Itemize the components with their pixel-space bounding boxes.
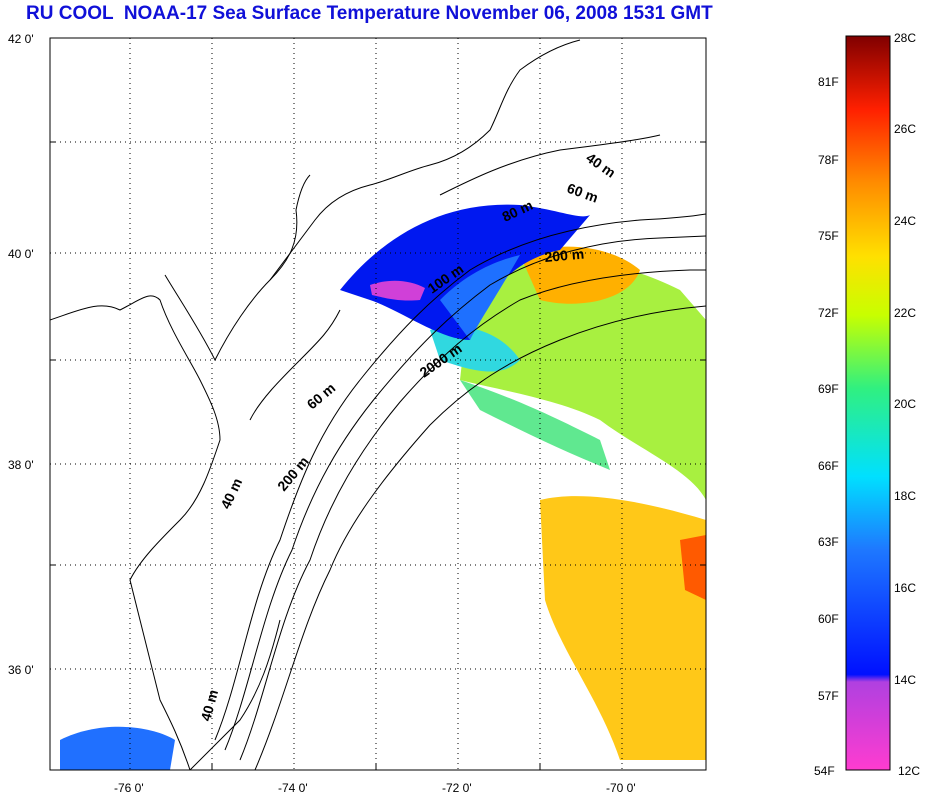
cb-c-22: 22C [894, 306, 916, 320]
cb-f-60: 60F [818, 612, 839, 626]
sst-pamlico [60, 726, 175, 770]
cb-c-24: 24C [894, 214, 916, 228]
frame-ticks [50, 141, 706, 770]
cb-f-69: 69F [818, 382, 839, 396]
map-frame [49, 37, 707, 771]
lon-label-74: -74 0' [278, 781, 308, 795]
lat-label-36: 36 0' [8, 663, 34, 677]
cb-f-63: 63F [818, 535, 839, 549]
cb-c-28: 28C [894, 31, 916, 45]
cb-c-16: 16C [894, 581, 916, 595]
sst-field [60, 204, 706, 770]
lat-label-40: 40 0' [8, 247, 34, 261]
lon-label-70: -70 0' [606, 781, 636, 795]
sst-orange-south [540, 496, 706, 760]
cb-f-81: 81F [818, 75, 839, 89]
cb-f-72: 72F [818, 306, 839, 320]
sst-red-patch [680, 535, 706, 600]
sst-warm-offshore [460, 260, 706, 500]
sst-cold-shelf [340, 204, 590, 340]
contour-label-200m-south: 200 m [274, 453, 312, 494]
cb-f-57: 57F [818, 689, 839, 703]
bathymetry-contours [214, 213, 706, 770]
cb-c-12: 12C [898, 764, 920, 778]
cb-f-75: 75F [818, 229, 839, 243]
graticule [50, 38, 706, 770]
sst-magenta-nearshore [370, 280, 425, 301]
coastline [50, 39, 661, 770]
cb-c-20: 20C [894, 397, 916, 411]
contour-label-60m-south: 60 m [304, 380, 339, 413]
lat-label-38: 38 0' [8, 458, 34, 472]
colorbar: 81F 78F 75F 72F 69F 66F 63F 60F 57F 54F … [814, 31, 920, 778]
lon-label-76: -76 0' [114, 781, 144, 795]
cb-c-18: 18C [894, 489, 916, 503]
cb-c-14: 14C [894, 673, 916, 687]
map-title: RU COOL NOAA-17 Sea Surface Temperature … [26, 3, 713, 24]
contour-label-40m-south: 40 m [197, 688, 221, 723]
cb-f-66: 66F [818, 459, 839, 473]
lon-label-72: -72 0' [442, 781, 472, 795]
map-area [50, 38, 706, 770]
cb-c-26: 26C [894, 122, 916, 136]
cb-f-54: 54F [814, 764, 835, 778]
sst-green-south [460, 380, 610, 470]
cb-f-78: 78F [818, 153, 839, 167]
contour-label-40m-mid: 40 m [217, 476, 245, 512]
lat-label-42: 42 0' [8, 32, 34, 46]
colorbar-gradient [845, 35, 891, 771]
sst-cool-band [430, 326, 520, 372]
contour-label-60m-north: 60 m [565, 180, 600, 206]
sst-blue-mid [440, 255, 520, 340]
contour-label-40m-north: 40 m [583, 149, 618, 180]
contour-label-200m-north: 200 m [544, 246, 585, 265]
